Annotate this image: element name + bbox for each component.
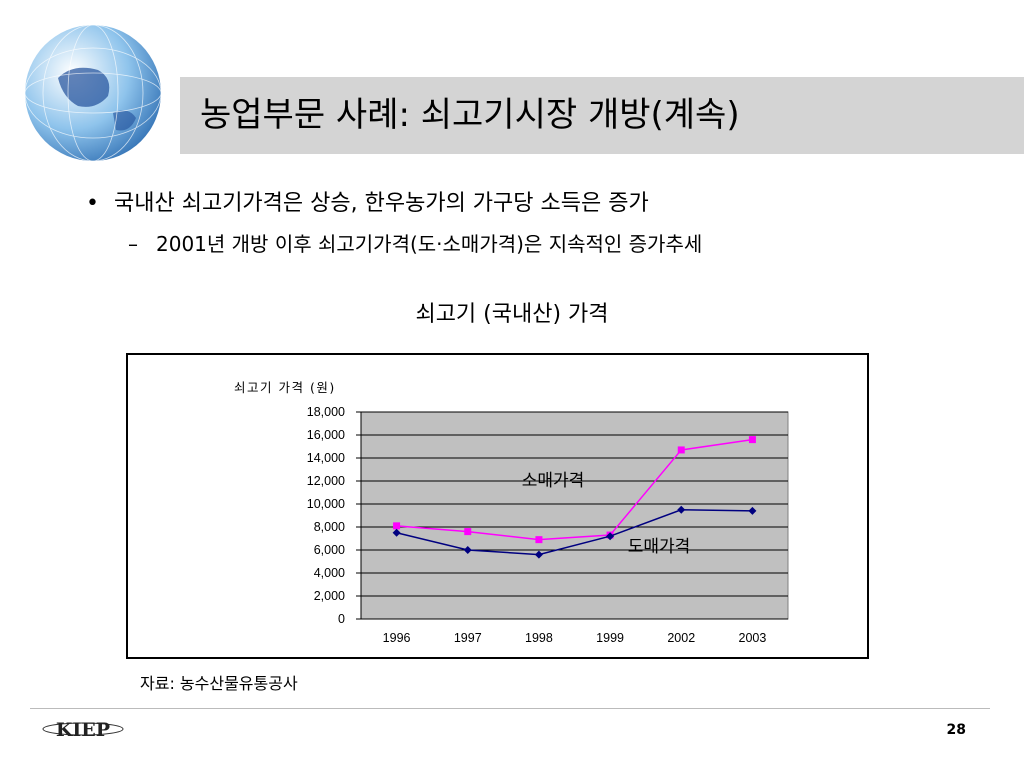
y-tick-label: 2,000 xyxy=(314,589,345,603)
y-tick-label: 10,000 xyxy=(307,497,345,511)
data-point-retail xyxy=(464,528,472,536)
data-point-wholesale xyxy=(534,550,543,559)
x-tick-label: 1997 xyxy=(454,631,482,645)
data-point-retail xyxy=(535,536,543,544)
data-point-wholesale xyxy=(392,528,401,537)
x-tick-label: 1996 xyxy=(383,631,411,645)
kiep-logo: KIEP xyxy=(42,719,124,741)
data-point-retail xyxy=(677,446,685,454)
bullet-marker: • xyxy=(86,191,99,216)
chart-heading: 쇠고기 (국내산) 가격 xyxy=(415,302,609,327)
series-label: 도매가격 xyxy=(628,537,691,557)
series-label: 소매가격 xyxy=(522,471,585,491)
sub-bullet-text: 2001년 개방 이후 쇠고기가격(도·소매가격)은 지속적인 증가추세 xyxy=(156,232,703,256)
y-tick-label: 12,000 xyxy=(307,474,345,488)
x-tick-label: 2002 xyxy=(667,631,695,645)
x-tick-label: 1998 xyxy=(525,631,553,645)
y-tick-label: 18,000 xyxy=(307,405,345,419)
footer-divider xyxy=(30,708,990,709)
bullet-point: • 국내산 쇠고기가격은 상승, 한우농가의 가구당 소득은 증가 xyxy=(86,188,649,220)
y-tick-label: 0 xyxy=(338,612,345,626)
bullet-text: 국내산 쇠고기가격은 상승, 한우농가의 가구당 소득은 증가 xyxy=(114,191,649,216)
y-tick-label: 4,000 xyxy=(314,566,345,580)
series-line-wholesale xyxy=(396,508,753,556)
sub-bullet-point: –2001년 개방 이후 쇠고기가격(도·소매가격)은 지속적인 증가추세 xyxy=(128,229,702,259)
data-point-wholesale xyxy=(677,505,686,514)
data-point-wholesale xyxy=(748,506,757,515)
data-point-retail xyxy=(393,522,401,530)
slide-title: 농업부문 사례: 쇠고기시장 개방(계속) xyxy=(200,95,740,135)
y-tick-label: 8,000 xyxy=(314,520,345,534)
title-bar xyxy=(180,77,1024,154)
y-axis-label: 쇠고기 가격 (원) xyxy=(234,380,336,395)
sub-bullet-marker: – xyxy=(128,232,138,256)
y-tick-label: 16,000 xyxy=(307,428,345,442)
page-number: 28 xyxy=(946,722,966,738)
source-note: 자료: 농수산물유통공사 xyxy=(140,674,298,693)
globe-logo-icon xyxy=(24,24,162,162)
data-point-wholesale xyxy=(606,532,615,541)
x-tick-label: 1999 xyxy=(596,631,624,645)
line-chart: 18,000 16,000 14,000 12,000 10,000 8,000 6,000… xyxy=(234,380,789,645)
series-line-retail xyxy=(396,438,753,541)
data-point-retail xyxy=(748,436,756,444)
y-tick-label: 6,000 xyxy=(314,543,345,557)
data-point-wholesale xyxy=(463,546,472,554)
logo-text: KIEP xyxy=(56,719,110,741)
x-tick-label: 2003 xyxy=(739,631,767,645)
y-tick-label: 14,000 xyxy=(307,451,345,465)
